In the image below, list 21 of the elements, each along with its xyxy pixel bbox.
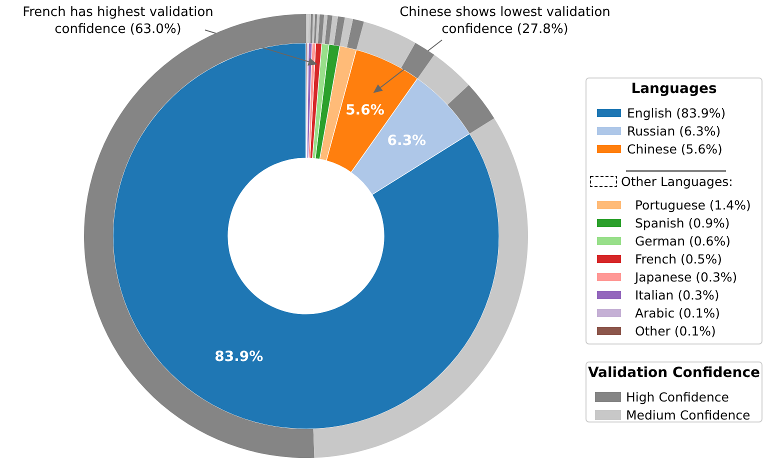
legend-label: Other (0.1%): [627, 324, 716, 338]
text: Chinese shows lowest validation confidence (27.8%): [400, 5, 610, 37]
legend-label: High Confidence: [626, 390, 730, 404]
legend-label: Italian (0.3%): [627, 288, 720, 302]
data-label: 6.3%: [387, 132, 426, 149]
legend-title: Languages: [631, 81, 717, 97]
data-label: 5.6%: [346, 102, 384, 119]
data-label: 83.9%: [214, 349, 264, 366]
legend-label: Medium Confidence: [626, 408, 751, 422]
text: French has highest validation confidence (63.0%): [22, 5, 214, 37]
legend-label: Chinese (5.6%): [627, 142, 722, 156]
legend-title: Validation Confidence: [588, 365, 760, 381]
legend-label: Arabic (0.1%): [627, 306, 720, 320]
text: Other Languages:: [621, 174, 733, 189]
legend-label: Portuguese (1.4%): [627, 198, 751, 212]
legend-label: Japanese (0.3%): [627, 270, 738, 284]
legend-label: English (83.9%): [627, 106, 726, 120]
legend-label: French (0.5%): [627, 252, 722, 266]
legend-label: Russian (6.3%): [627, 124, 721, 138]
legend-label: German (0.6%): [627, 234, 730, 248]
legend-label: Spanish (0.9%): [627, 216, 730, 230]
